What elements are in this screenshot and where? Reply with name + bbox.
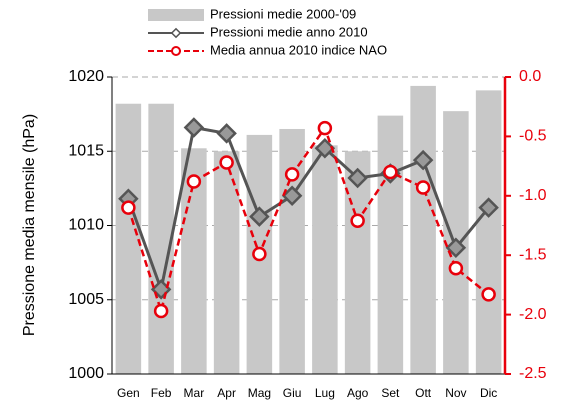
marker: [121, 200, 136, 215]
y-tick-label: 1005: [68, 291, 104, 308]
marker: [249, 206, 270, 227]
marker: [412, 149, 434, 171]
x-tick-label: Ago: [347, 386, 369, 400]
y-tick-label: 1020: [68, 68, 104, 85]
marker: [186, 174, 202, 189]
marker: [281, 185, 303, 207]
legend-marker: [171, 46, 181, 56]
bar: [377, 115, 404, 375]
bar: [410, 85, 436, 374]
bar: [344, 151, 371, 374]
bar: [115, 103, 142, 374]
marker: [383, 164, 398, 180]
x-tick-label: Nov: [445, 386, 466, 400]
marker: [445, 237, 467, 259]
marker: [478, 197, 499, 218]
y2-tick-label: -1.0: [519, 187, 547, 204]
legend-marker: [170, 27, 182, 39]
x-tick-label: Mag: [248, 386, 271, 400]
marker: [481, 287, 496, 302]
marker: [252, 246, 267, 262]
line-series: [127, 125, 490, 316]
x-tick-label: Mar: [184, 386, 205, 400]
y2-tick-label: -1.5: [519, 246, 547, 263]
marker: [448, 261, 464, 276]
x-tick-label: Apr: [217, 386, 236, 400]
x-tick-label: Lug: [315, 386, 335, 400]
x-tick-label: Feb: [151, 386, 172, 400]
bar: [475, 90, 502, 375]
legend-label: Pressioni medie anno 2010: [210, 24, 368, 39]
marker: [284, 167, 300, 182]
marker: [216, 123, 237, 144]
y-axis-label: Pressione media mensile (hPa): [21, 114, 38, 336]
y-tick-label: 1015: [68, 142, 104, 159]
marker: [347, 167, 368, 189]
legend-swatch: [148, 9, 204, 21]
marker: [350, 213, 365, 228]
y2-tick-label: -2.0: [519, 306, 547, 323]
marker: [153, 303, 169, 319]
marker: [183, 117, 205, 138]
legend-label: Pressioni medie 2000-'09: [210, 6, 356, 21]
y-tick-label: 1000: [68, 365, 104, 382]
y-tick-label: 1010: [68, 217, 104, 234]
y2-tick-label: -2.5: [519, 365, 547, 382]
x-tick-label: Gen: [117, 386, 140, 400]
marker: [219, 155, 234, 170]
x-tick-label: Dic: [480, 386, 497, 400]
bar: [312, 145, 338, 374]
x-tick-label: Set: [381, 386, 400, 400]
legend-label: Media annua 2010 indice NAO: [210, 42, 387, 57]
bar: [279, 128, 305, 374]
y2-tick-label: -0.5: [519, 128, 547, 145]
line-series: [126, 125, 490, 295]
x-tick-label: Giu: [283, 386, 302, 400]
marker: [314, 138, 336, 159]
x-tick-label: Ott: [415, 386, 432, 400]
bar: [213, 151, 240, 374]
marker: [415, 180, 431, 195]
marker: [317, 120, 333, 136]
bar: [148, 103, 174, 374]
y2-tick-label: 0.0: [519, 68, 541, 85]
